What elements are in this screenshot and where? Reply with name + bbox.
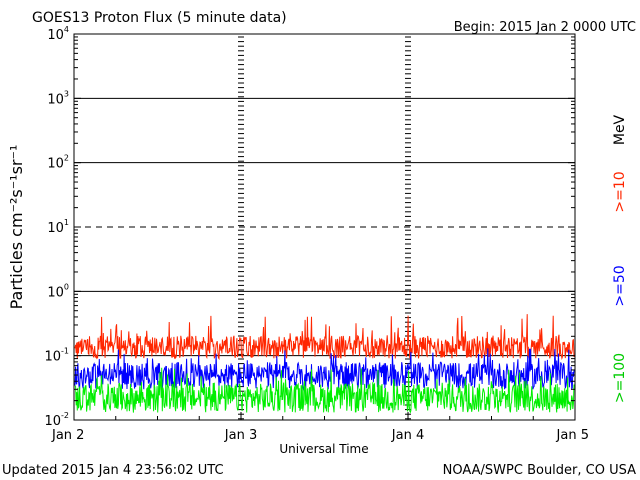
x-axis: Jan 2 Jan 3 Jan 4 Jan 5 xyxy=(51,412,589,443)
y-tick-label: 10-1 xyxy=(44,347,69,365)
x-tick-label: Jan 2 xyxy=(51,428,84,443)
series-line-2 xyxy=(74,367,575,414)
y-tick-label: 101 xyxy=(47,218,69,236)
begin-time: Begin: 2015 Jan 2 0000 UTC xyxy=(454,20,636,35)
data-series xyxy=(74,314,575,414)
y-tick-label: 102 xyxy=(47,154,69,172)
day-boundary-marks xyxy=(238,36,411,420)
updated-timestamp: Updated 2015 Jan 4 23:56:02 UTC xyxy=(2,463,224,478)
side-label-10mev: >=10 xyxy=(612,171,628,212)
x-tick-label: Jan 3 xyxy=(224,428,257,443)
x-tick-label: Jan 5 xyxy=(556,428,589,443)
side-label-50mev: >=50 xyxy=(612,265,628,306)
grid-lines xyxy=(74,97,575,357)
x-tick-label: Jan 4 xyxy=(391,428,424,443)
data-source: NOAA/SWPC Boulder, CO USA xyxy=(443,463,636,478)
series-line-1 xyxy=(74,348,575,392)
y-tick-label: 10-2 xyxy=(44,411,69,429)
side-label-unit: MeV xyxy=(612,114,628,145)
x-axis-title: Universal Time xyxy=(279,442,368,456)
side-label-100mev: >=100 xyxy=(612,353,628,403)
plot-frame xyxy=(73,33,576,421)
y-tick-label: 100 xyxy=(47,282,69,300)
y-axis-title: Particles cm⁻²s⁻¹sr⁻¹ xyxy=(7,145,26,310)
y-axis: 10-2 10-1 100 101 102 103 104 xyxy=(44,25,575,429)
y-tick-label: 104 xyxy=(47,25,69,43)
series-line-0 xyxy=(74,314,575,361)
y-tick-label: 103 xyxy=(47,89,69,107)
chart-title: GOES13 Proton Flux (5 minute data) xyxy=(32,10,287,26)
